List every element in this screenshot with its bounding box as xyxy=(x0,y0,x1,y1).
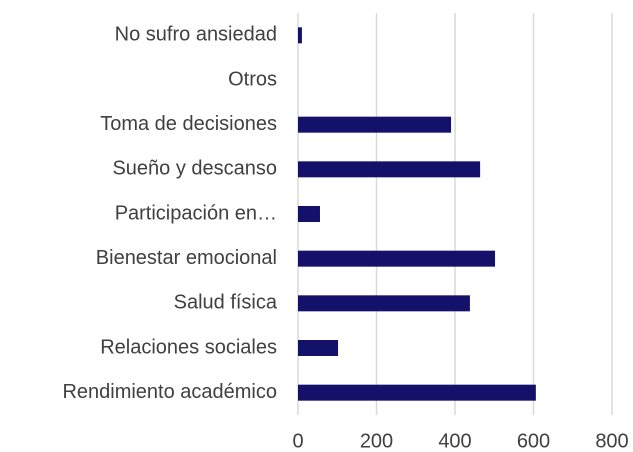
x-tick-label: 0 xyxy=(292,430,303,452)
bar xyxy=(298,384,536,401)
bar xyxy=(298,295,470,312)
y-tick-label: Participación en… xyxy=(115,202,277,224)
y-tick-label: No sufro ansiedad xyxy=(115,24,277,46)
bar xyxy=(298,250,496,267)
bar xyxy=(298,340,339,356)
y-tick-label: Salud física xyxy=(174,292,278,314)
y-tick-label: Toma de decisiones xyxy=(100,113,277,135)
x-tick-label: 400 xyxy=(438,430,471,452)
bar xyxy=(298,206,320,222)
y-tick-label: Sueño y descanso xyxy=(112,158,277,180)
x-tick-label: 600 xyxy=(517,430,550,452)
bar xyxy=(298,116,452,133)
y-tick-label: Bienestar emocional xyxy=(96,247,277,269)
bar xyxy=(298,27,302,44)
y-tick-label: Relaciones sociales xyxy=(100,336,277,358)
x-tick-label: 800 xyxy=(595,430,628,452)
x-tick-label: 200 xyxy=(360,430,393,452)
y-tick-label: Otros xyxy=(228,68,277,90)
y-tick-label: Rendimiento académico xyxy=(62,381,277,403)
bar xyxy=(298,161,481,178)
